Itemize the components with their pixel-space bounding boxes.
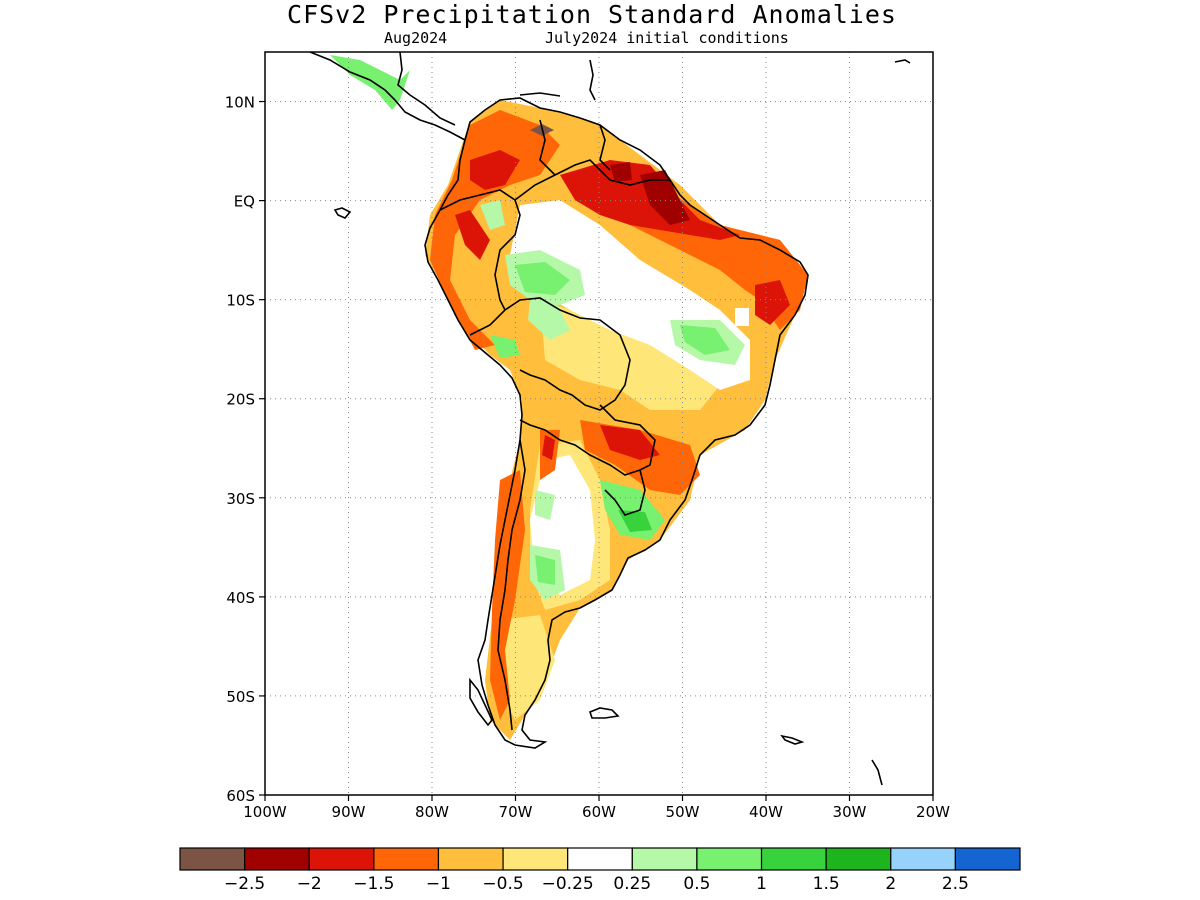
latitude-axis: 10N EQ 10S 20S 30S 40S 50S 60S <box>225 94 265 805</box>
anomaly-region-wet <box>680 325 730 355</box>
x-tick-label: 80W <box>415 803 449 821</box>
caribbean-islands <box>519 92 561 97</box>
colorbar-label: −0.5 <box>482 874 523 894</box>
colorbar-swatch <box>308 847 375 871</box>
y-tick-label: 40S <box>226 589 255 607</box>
y-tick-label: 10S <box>226 292 255 310</box>
colorbar-label: 1.5 <box>813 874 840 894</box>
country-border <box>539 119 556 176</box>
galapagos-islands <box>333 207 352 219</box>
forecast-month: Aug2024 <box>384 29 448 47</box>
colorbar-swatch <box>954 847 1021 871</box>
colorbar-label: 2.5 <box>942 874 969 894</box>
anomaly-region-yellow <box>540 300 720 410</box>
anomaly-region-yellow <box>500 615 555 720</box>
anomaly-region-very-dry <box>755 280 790 325</box>
country-border <box>514 159 670 201</box>
central-america-coastline <box>397 52 456 126</box>
sandwich-islands <box>871 759 883 786</box>
colorbar-swatch <box>696 847 763 871</box>
x-tick-label: 70W <box>499 803 533 821</box>
anomaly-region-wet <box>515 262 570 295</box>
colorbar-label: −2.5 <box>224 874 265 894</box>
falkland-islands <box>589 707 620 719</box>
anomaly-region-dry <box>430 110 560 350</box>
x-tick-label: 100W <box>243 803 287 821</box>
y-tick-label: 60S <box>226 787 255 805</box>
colorbar-label: −2 <box>297 874 322 894</box>
y-tick-label: EQ <box>234 193 255 211</box>
x-tick-label: 50W <box>666 803 700 821</box>
anomaly-region-very-dry <box>542 435 555 460</box>
anomaly-field <box>330 55 808 740</box>
longitude-axis: 100W 90W 80W 70W 60W 50W 40W 30W 20W <box>243 795 950 821</box>
colorbar-label: 0.25 <box>613 874 651 894</box>
colorbar-swatch <box>502 847 569 871</box>
caribbean-islands <box>589 59 596 101</box>
x-tick-label: 90W <box>332 803 366 821</box>
colorbar-label: 0.5 <box>683 874 710 894</box>
anomaly-region-wet <box>480 200 505 230</box>
chile-archipelago <box>469 677 493 727</box>
anomaly-region-extreme-dry <box>640 170 690 225</box>
anomaly-region-wet <box>618 510 652 532</box>
colorbar-label: −1 <box>426 874 451 894</box>
colorbar-swatch <box>890 847 956 871</box>
colorbar-swatch <box>179 847 246 871</box>
central-america-coastline <box>309 52 466 141</box>
colorbar-swatch <box>437 847 504 871</box>
colorbar-label: −1.5 <box>353 874 394 894</box>
anomaly-region-dry <box>490 470 525 720</box>
colorbar-swatch <box>373 847 440 871</box>
cape-verde-area <box>894 59 911 64</box>
colorbar: −2.5 −2 −1.5 −1 −0.5 −0.25 0.25 0.5 1 1.5 2 2.5 <box>179 847 1021 894</box>
anomaly-region-very-dry <box>470 150 520 190</box>
anomaly-region-wet <box>490 335 520 358</box>
south-georgia <box>780 734 805 745</box>
country-border <box>604 469 646 516</box>
colorbar-swatch <box>825 847 892 871</box>
anomaly-region-very-dry <box>455 210 490 260</box>
country-border <box>599 124 611 171</box>
x-tick-label: 20W <box>916 803 950 821</box>
colorbar-swatch <box>567 847 633 871</box>
page-title: CFSv2 Precipitation Standard Anomalies <box>287 0 897 29</box>
south-america-coastline <box>424 97 809 749</box>
country-border <box>469 297 631 411</box>
country-border <box>439 189 521 311</box>
x-tick-label: 30W <box>833 803 867 821</box>
country-border <box>519 404 656 476</box>
colorbar-swatch <box>760 847 827 871</box>
colorbar-label: −0.25 <box>542 874 594 894</box>
anomaly-region-extreme-dry <box>610 162 632 182</box>
y-tick-label: 30S <box>226 490 255 508</box>
y-tick-label: 20S <box>226 391 255 409</box>
country-border <box>497 439 526 731</box>
anomaly-region-very-dry <box>600 425 660 460</box>
coastline <box>309 52 911 786</box>
colorbar-swatch <box>244 847 310 871</box>
colorbar-swatch <box>631 847 698 871</box>
y-tick-label: 50S <box>226 688 255 706</box>
y-tick-label: 10N <box>225 94 255 112</box>
colorbar-label: 2 <box>885 874 896 894</box>
x-tick-label: 40W <box>749 803 783 821</box>
anomaly-region-near-normal <box>735 308 749 326</box>
colorbar-label: 1 <box>756 874 767 894</box>
anomaly-region-wet <box>330 55 410 110</box>
x-tick-label: 60W <box>582 803 616 821</box>
anomaly-region-wet <box>535 555 555 585</box>
initial-conditions: July2024 initial conditions <box>545 29 789 47</box>
